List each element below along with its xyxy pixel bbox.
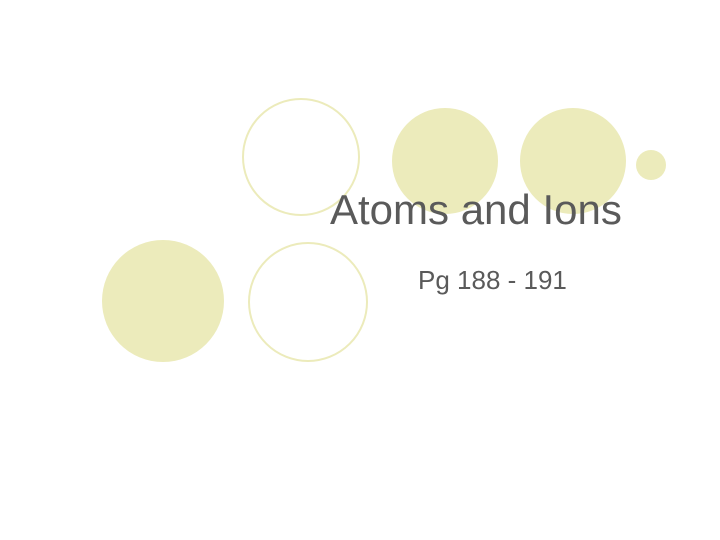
decorative-circle <box>248 242 368 362</box>
decorative-circle <box>636 150 666 180</box>
slide-title: Atoms and Ions <box>330 186 622 234</box>
slide-subtitle: Pg 188 - 191 <box>418 265 567 296</box>
decorative-circle <box>102 240 224 362</box>
